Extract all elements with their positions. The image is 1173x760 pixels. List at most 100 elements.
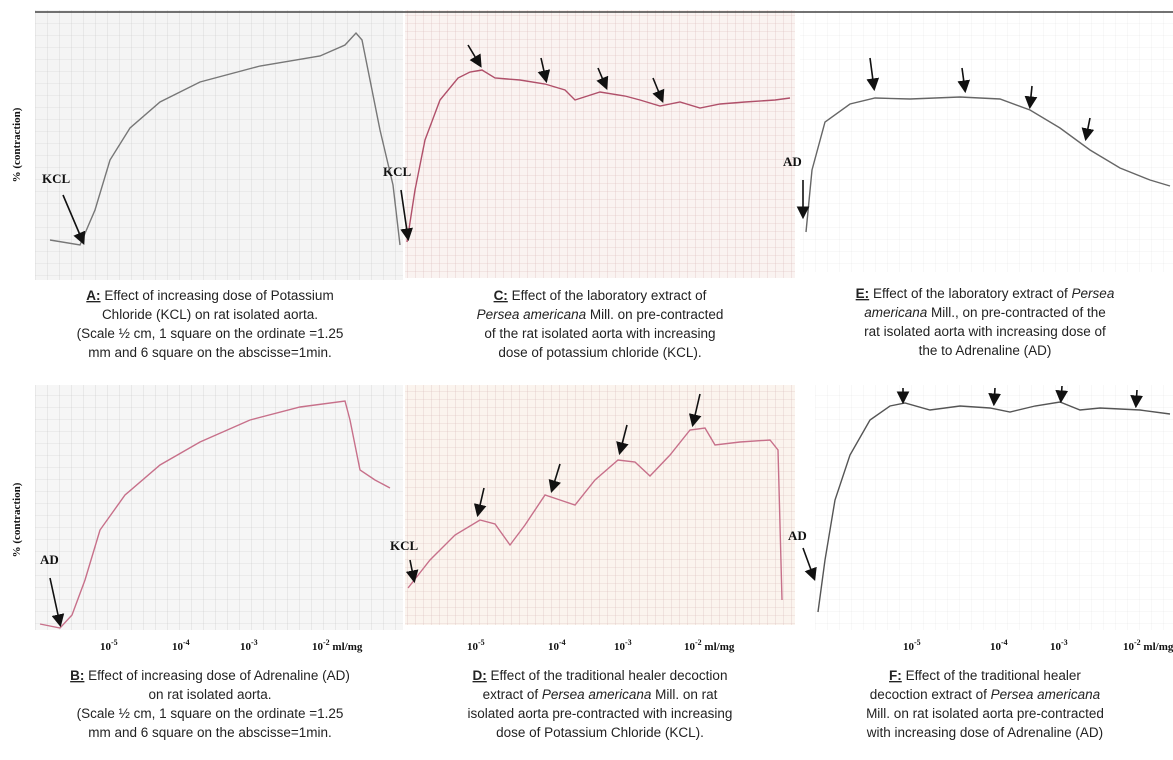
caption-letter: E: [856, 286, 870, 301]
x-tick-label: 10-3 [1050, 638, 1068, 653]
caption-text: dose of Potassium Chloride (KCL). [496, 725, 704, 740]
x-tick-label: 10-4 [548, 638, 566, 653]
marker-label: KCL [383, 164, 412, 179]
tick-base: 10 [172, 641, 184, 653]
caption-text: Effect of the laboratory extract of [873, 286, 1072, 301]
y-axis-label: % (contraction) [11, 482, 23, 557]
x-tick-label: 10-5 [903, 638, 921, 653]
tick-unit: ml/mg [1141, 641, 1173, 653]
caption-line: with increasing dose of Adrenaline (AD) [866, 725, 1103, 740]
caption-text: Persea americana [991, 687, 1101, 702]
x-tick-label: 10-4 [990, 638, 1008, 653]
grid [35, 10, 403, 280]
arrow [803, 548, 814, 578]
x-tick-label: 10-2 ml/mg [312, 638, 363, 653]
caption-letter: B: [70, 668, 84, 683]
caption-text: Mill., on pre-contracted of the [927, 305, 1106, 320]
figure: KCL % (contraction) A: Effect of increasin… [0, 0, 1173, 760]
caption-text: americana [864, 305, 928, 320]
tick-unit: ml/mg [702, 641, 735, 653]
marker-label: AD [40, 552, 59, 567]
tick-exp: -5 [111, 638, 118, 647]
tick-exp: -4 [559, 638, 566, 647]
x-tick-label: 10-2 ml/mg [684, 638, 735, 653]
caption-line: Chloride (KCL) on rat isolated aorta. [102, 307, 318, 322]
tick-exp: -3 [1061, 638, 1068, 647]
caption-line: Persea americana Mill. on pre-contracted [477, 307, 724, 322]
x-tick-label: 10-5 [467, 638, 485, 653]
caption-letter: F: [889, 668, 902, 683]
caption-line: F: Effect of the traditional healer [889, 668, 1081, 683]
caption-text: isolated aorta pre-contracted with incre… [468, 706, 733, 721]
tick-base: 10 [614, 641, 626, 653]
tick-unit: ml/mg [330, 641, 363, 653]
caption-text: Chloride (KCL) on rat isolated aorta. [102, 307, 318, 322]
caption-line: mm and 6 square on the abscisse=1min. [88, 725, 332, 740]
y-axis-label: % (contraction) [11, 107, 23, 182]
caption-text: Persea [1072, 286, 1115, 301]
caption-line: mm and 6 square on the abscisse=1min. [88, 345, 332, 360]
tick-base: 10 [903, 641, 915, 653]
grid [405, 10, 795, 278]
caption-line: E: Effect of the laboratory extract of P… [856, 286, 1115, 301]
caption-text: Persea americana [542, 687, 652, 702]
tick-base: 10 [312, 641, 324, 653]
caption-text: Effect of increasing dose of Potassium [104, 288, 333, 303]
caption-text: Persea americana [477, 307, 587, 322]
x-tick-label: 10-5 [100, 638, 118, 653]
caption-letter: C: [494, 288, 508, 303]
caption-text: Effect of the traditional healer [906, 668, 1082, 683]
x-tick-label: 10-4 [172, 638, 190, 653]
caption-letter: D: [473, 668, 487, 683]
tick-base: 10 [100, 641, 112, 653]
x-tick-label: 10-3 [240, 638, 258, 653]
caption-line: decoction extract of Persea americana [870, 687, 1101, 702]
tick-base: 10 [1050, 641, 1062, 653]
grid [405, 385, 795, 625]
caption-letter: A: [86, 288, 100, 303]
caption-text: extract of [483, 687, 542, 702]
caption-text: Mill. on pre-contracted [586, 307, 723, 322]
tick-exp: -4 [1001, 638, 1008, 647]
caption-text: (Scale ½ cm, 1 square on the ordinate =1… [77, 706, 344, 721]
caption-text: Mill. on rat [651, 687, 717, 702]
caption-line: (Scale ½ cm, 1 square on the ordinate =1… [77, 326, 344, 341]
caption-line: dose of potassium chloride (KCL). [498, 345, 701, 360]
tick-exp: -4 [183, 638, 190, 647]
caption-line: B: Effect of increasing dose of Adrenali… [70, 668, 350, 683]
grid [35, 385, 403, 630]
caption-text: Effect of increasing dose of Adrenaline … [88, 668, 350, 683]
marker-label: KCL [42, 171, 71, 186]
caption-text: Effect of the laboratory extract of [512, 288, 707, 303]
caption-line: Mill. on rat isolated aorta pre-contract… [866, 706, 1104, 721]
caption-line: the to Adrenaline (AD) [919, 343, 1052, 358]
caption-text: rat isolated aorta with increasing dose … [864, 324, 1106, 339]
caption-text: with increasing dose of Adrenaline (AD) [866, 725, 1103, 740]
caption-line: D: Effect of the traditional healer deco… [473, 668, 728, 683]
tick-base: 10 [1123, 641, 1135, 653]
caption-text: Effect of the traditional healer decocti… [491, 668, 728, 683]
marker-label: KCL [390, 538, 419, 553]
caption-text: mm and 6 square on the abscisse=1min. [88, 725, 332, 740]
caption-line: A: Effect of increasing dose of Potassiu… [86, 288, 333, 303]
tick-exp: -5 [914, 638, 921, 647]
caption-line: C: Effect of the laboratory extract of [494, 288, 707, 303]
caption-text: Mill. on rat isolated aorta pre-contract… [866, 706, 1104, 721]
x-tick-label: 10-3 [614, 638, 632, 653]
caption-line: extract of Persea americana Mill. on rat [483, 687, 718, 702]
tick-exp: -2 [323, 638, 330, 647]
caption-line: americana Mill., on pre-contracted of th… [864, 305, 1106, 320]
tick-exp: -2 [695, 638, 702, 647]
tick-base: 10 [990, 641, 1002, 653]
tick-exp: -3 [251, 638, 258, 647]
tick-base: 10 [548, 641, 560, 653]
tick-base: 10 [684, 641, 696, 653]
caption-line: (Scale ½ cm, 1 square on the ordinate =1… [77, 706, 344, 721]
tick-base: 10 [467, 641, 479, 653]
marker-label: AD [783, 154, 802, 169]
caption-line: rat isolated aorta with increasing dose … [864, 324, 1106, 339]
caption-text: dose of potassium chloride (KCL). [498, 345, 701, 360]
caption-line: of the rat isolated aorta with increasin… [484, 326, 715, 341]
caption-text: decoction extract of [870, 687, 991, 702]
caption-text: the to Adrenaline (AD) [919, 343, 1052, 358]
